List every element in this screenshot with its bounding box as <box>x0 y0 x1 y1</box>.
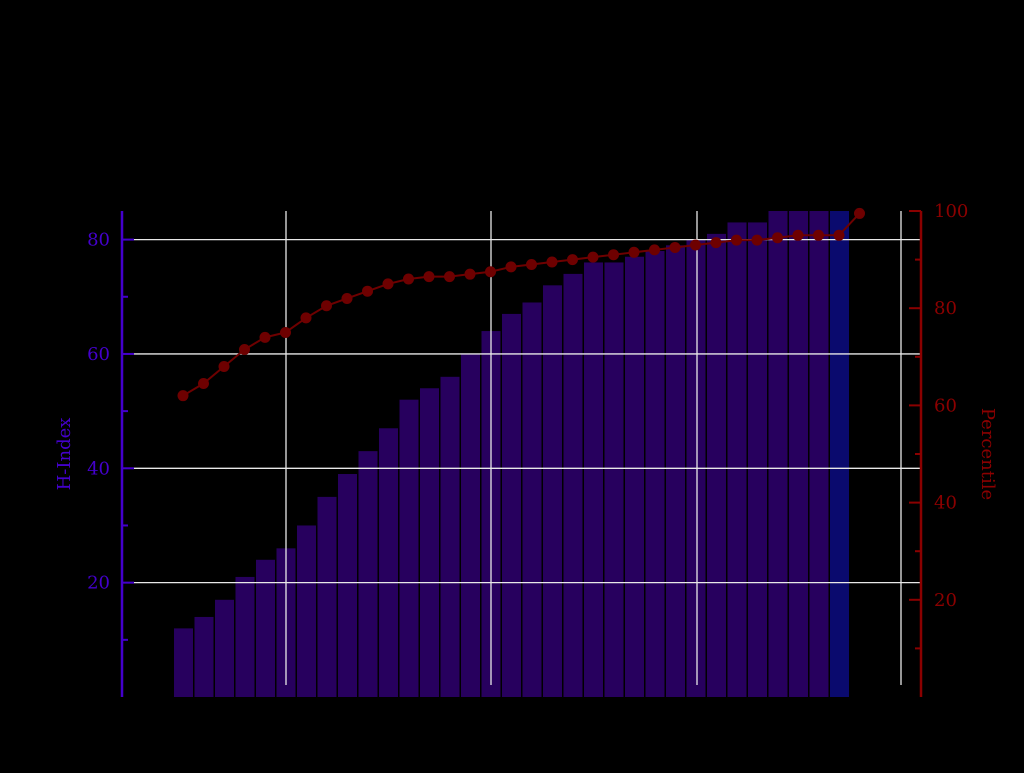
percentile-point <box>341 292 353 304</box>
percentile-point <box>280 327 291 338</box>
percentile-point <box>792 229 804 241</box>
bar <box>399 399 419 697</box>
bar <box>748 222 767 697</box>
bar <box>522 302 542 697</box>
bar <box>338 474 357 697</box>
percentile-point <box>772 232 783 244</box>
axes-layer: 20 40 60 80 20 40 60 80 100 <box>87 201 968 697</box>
bar <box>666 245 685 697</box>
bar <box>625 256 644 697</box>
bars-layer <box>130 211 920 697</box>
percentile-point <box>300 312 312 324</box>
left-axis-tick-label: 60 <box>87 344 110 365</box>
bar <box>461 353 480 697</box>
percentile-point <box>464 268 476 280</box>
percentile-point <box>218 361 230 373</box>
bar <box>502 313 521 697</box>
bar <box>297 525 316 697</box>
percentile-point <box>690 239 701 251</box>
bar <box>768 211 788 697</box>
bar <box>358 451 378 697</box>
right-axis-label: Percentile <box>977 408 998 500</box>
percentile-point <box>854 207 865 219</box>
percentile-point <box>382 278 394 290</box>
bar <box>809 211 829 697</box>
percentile-point <box>526 258 537 270</box>
percentile-point <box>403 273 414 285</box>
bar <box>256 559 275 697</box>
percentile-point <box>546 256 558 268</box>
left-axis-tick-label: 40 <box>87 458 110 479</box>
bar <box>645 251 665 697</box>
percentile-point <box>833 229 845 241</box>
percentile-point <box>710 237 722 249</box>
bar <box>194 616 214 697</box>
percentile-point <box>259 331 271 343</box>
bar <box>789 211 808 697</box>
percentile-point <box>731 234 742 246</box>
percentile-point <box>505 261 517 273</box>
bar <box>604 262 624 697</box>
bar <box>563 273 583 697</box>
bar <box>830 211 849 697</box>
right-axis-tick-label: 80 <box>934 298 957 319</box>
bar <box>727 222 747 697</box>
percentile-line <box>182 212 861 397</box>
bar <box>420 388 439 697</box>
percentile-point <box>608 249 619 261</box>
percentile-point <box>669 241 681 253</box>
right-axis-tick-label: 60 <box>934 395 957 416</box>
line-layer <box>177 207 865 402</box>
left-axis-label: H-Index <box>54 418 75 491</box>
percentile-point <box>321 300 332 312</box>
right-axis-tick-label: 20 <box>934 590 957 611</box>
left-axis-tick-label: 80 <box>87 230 110 251</box>
bar <box>317 496 337 697</box>
bar <box>543 285 562 697</box>
percentile-point <box>444 271 455 283</box>
bar <box>215 599 234 697</box>
percentile-point <box>485 266 496 278</box>
percentile-point <box>239 344 250 356</box>
percentile-point <box>362 285 373 297</box>
percentile-point <box>813 229 824 241</box>
bar <box>235 576 255 697</box>
bar <box>174 628 193 697</box>
bar <box>584 262 603 697</box>
bar <box>440 376 460 697</box>
percentile-point <box>567 254 578 266</box>
percentile-point <box>628 246 640 258</box>
left-axis-tick-label: 20 <box>87 573 110 594</box>
percentile-point <box>177 390 189 402</box>
right-axis-tick-label: 40 <box>934 493 957 514</box>
bar <box>707 233 726 697</box>
percentile-point <box>198 378 209 390</box>
percentile-point <box>423 271 435 283</box>
bar <box>379 428 398 697</box>
percentile-point <box>649 244 660 256</box>
percentile-point <box>587 251 599 263</box>
right-axis-tick-label: 100 <box>934 201 968 222</box>
percentile-point <box>751 234 763 246</box>
